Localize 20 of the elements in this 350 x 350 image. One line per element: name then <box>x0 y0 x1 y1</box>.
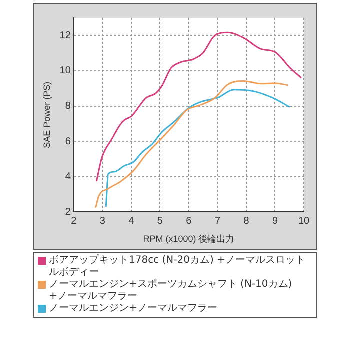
legend-label: ノーマルエンジン+スポーツカムシャフト (N-10カム) +ノーマルマフラー <box>49 279 294 303</box>
x-tick-label: 5 <box>157 216 164 227</box>
legend-label: ボアアップキット178cc (N-20カム) +ノーマルスロットルボディー <box>49 255 306 279</box>
y-axis-title: SAE Power (PS) <box>42 82 52 148</box>
x-tick-label: 9 <box>272 216 278 227</box>
y-tick-label: 10 <box>60 66 72 77</box>
y-tick-label: 8 <box>65 101 72 112</box>
y-tick-label: 2 <box>65 206 72 218</box>
x-tick-label: 10 <box>298 216 310 227</box>
x-tick-label: 8 <box>244 216 250 227</box>
x-axis-title: RPM (x1000) 後輪出力 <box>143 234 235 244</box>
y-tick-label: 12 <box>60 30 72 42</box>
x-tick-label: 7 <box>214 216 221 227</box>
x-tick-label: 4 <box>128 216 135 227</box>
y-tick-label: 4 <box>65 172 72 183</box>
x-tick-label: 6 <box>186 216 192 227</box>
legend-label: ノーマルエンジン+ノーマルマフラー <box>49 303 218 315</box>
line-series <box>96 32 302 182</box>
x-tick-label: 3 <box>100 216 106 227</box>
y-tick-label: 6 <box>65 136 72 148</box>
